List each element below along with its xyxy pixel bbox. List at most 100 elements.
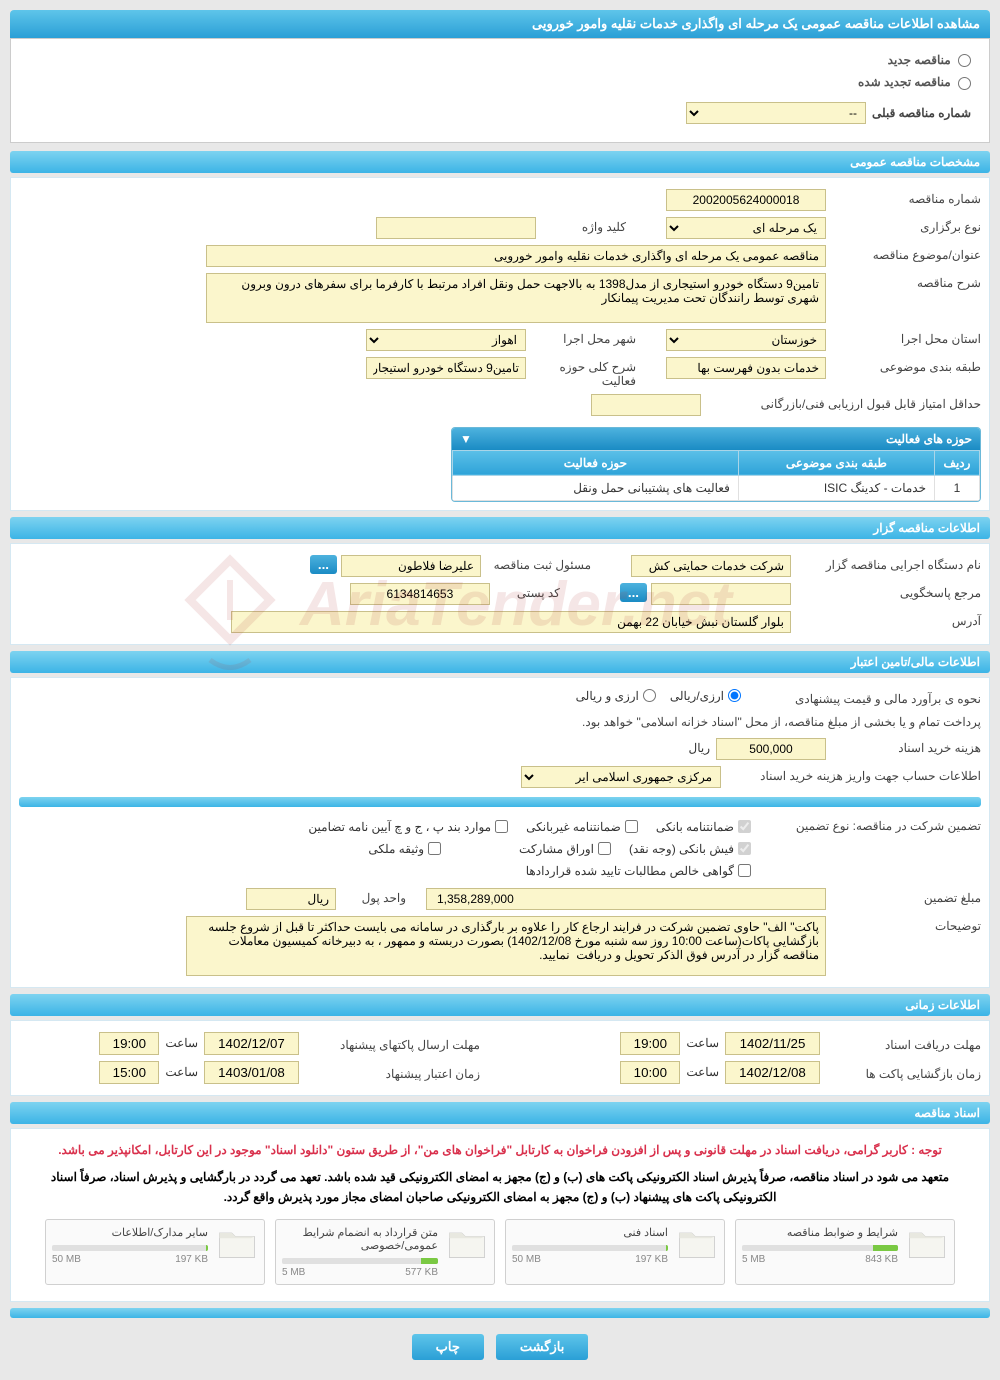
inp-scope[interactable] bbox=[366, 357, 526, 379]
inp-resp[interactable] bbox=[341, 555, 481, 577]
document-card[interactable]: متن قرارداد به انضمام شرایط عمومی/خصوصی … bbox=[275, 1219, 495, 1285]
progress-bar bbox=[52, 1245, 208, 1251]
cell-cat: خدمات - کدینگ ISIC bbox=[738, 475, 934, 500]
cb-nonbank-label: ضمانتنامه غیربانکی bbox=[526, 820, 621, 834]
doc-used: 197 KB bbox=[175, 1254, 208, 1265]
cb-nonbank[interactable] bbox=[625, 820, 638, 833]
sel-tender-type[interactable]: یک مرحله ای bbox=[666, 217, 826, 239]
document-card[interactable]: اسناد فنی 50 MB197 KB bbox=[505, 1219, 725, 1285]
footer-buttons: بازگشت چاپ bbox=[10, 1324, 990, 1370]
inp-address[interactable] bbox=[231, 611, 791, 633]
lbl-open: زمان بازگشایی پاکت ها bbox=[826, 1064, 981, 1081]
cb-cash[interactable] bbox=[738, 842, 751, 855]
section-timing-header: اطلاعات زمانی bbox=[10, 994, 990, 1016]
activity-table: ردیف طبقه بندی موضوعی حوزه فعالیت 1 خدما… bbox=[452, 450, 980, 501]
doc-used: 197 KB bbox=[635, 1254, 668, 1265]
inp-amount[interactable] bbox=[426, 888, 826, 910]
section-tenderer-header: اطلاعات مناقصه گزار bbox=[10, 517, 990, 539]
radio-arz[interactable] bbox=[643, 689, 656, 702]
section-docs: توجه : کاربر گرامی، دریافت اسناد در مهلت… bbox=[10, 1128, 990, 1303]
lbl-hour-1: ساعت bbox=[686, 1036, 719, 1050]
inp-valid-time[interactable] bbox=[99, 1061, 159, 1084]
inp-unit[interactable] bbox=[246, 888, 336, 910]
prev-tender-select[interactable]: -- bbox=[686, 102, 866, 124]
prev-tender-label: شماره مناقصه قبلی bbox=[872, 106, 971, 120]
radio-renewed-tender[interactable] bbox=[958, 77, 971, 90]
inp-category[interactable] bbox=[666, 357, 826, 379]
document-card[interactable]: سایر مدارک/اطلاعات 50 MB197 KB bbox=[45, 1219, 265, 1285]
inp-receive-date[interactable] bbox=[725, 1032, 820, 1055]
lbl-tender-type: نوع برگزاری bbox=[826, 217, 981, 234]
collapse-icon[interactable]: ▼ bbox=[460, 432, 472, 446]
folder-icon bbox=[906, 1226, 948, 1262]
inp-open-date[interactable] bbox=[725, 1061, 820, 1084]
sel-city[interactable]: اهواز bbox=[366, 329, 526, 351]
inp-keyword[interactable] bbox=[376, 217, 536, 239]
print-button[interactable]: چاپ bbox=[412, 1334, 484, 1360]
progress-bar bbox=[512, 1245, 668, 1251]
page-title: مشاهده اطلاعات مناقصه عمومی یک مرحله ای … bbox=[10, 10, 990, 38]
inp-receive-time[interactable] bbox=[620, 1032, 680, 1055]
lbl-category: طبقه بندی موضوعی bbox=[826, 357, 981, 374]
cell-n: 1 bbox=[935, 475, 980, 500]
cb-bank[interactable] bbox=[738, 820, 751, 833]
cb-clauses[interactable] bbox=[495, 820, 508, 833]
cb-cash-label: فیش بانکی (وجه نقد) bbox=[629, 842, 734, 856]
doc-title: شرایط و ضوابط مناقصه bbox=[742, 1226, 898, 1239]
txt-desc[interactable] bbox=[206, 273, 826, 323]
table-row: 1 خدمات - کدینگ ISIC فعالیت های پشتیبانی… bbox=[453, 475, 980, 500]
inp-tender-number[interactable] bbox=[666, 189, 826, 211]
txt-notes[interactable] bbox=[186, 916, 826, 976]
inp-minscore[interactable] bbox=[591, 394, 701, 416]
tender-class-block: مناقصه جدید مناقصه تجدید شده شماره مناقص… bbox=[10, 38, 990, 143]
radio-new-tender[interactable] bbox=[958, 54, 971, 67]
inp-submit-date[interactable] bbox=[204, 1032, 299, 1055]
section-financial: نحوه ی برآورد مالی و قیمت پیشنهادی ارزی/… bbox=[10, 677, 990, 988]
red-notice: توجه : کاربر گرامی، دریافت اسناد در مهلت… bbox=[19, 1137, 981, 1163]
section-tenderer: نام دستگاه اجرایی مناقصه گزار مسئول ثبت … bbox=[10, 543, 990, 645]
cb-clauses-label: موارد بند پ ، ج و چ آیین نامه تضامین bbox=[308, 820, 491, 834]
th-scope: حوزه فعالیت bbox=[453, 450, 739, 475]
inp-submit-time[interactable] bbox=[99, 1032, 159, 1055]
lbl-hour-4: ساعت bbox=[165, 1065, 198, 1079]
lbl-scope: شرح کلی حوزه فعالیت bbox=[526, 357, 636, 388]
sel-account[interactable]: مرکزی جمهوری اسلامی ایر bbox=[521, 766, 721, 788]
doc-max: 5 MB bbox=[742, 1254, 765, 1265]
inp-subject[interactable] bbox=[206, 245, 826, 267]
cb-bonds[interactable] bbox=[598, 842, 611, 855]
sel-province[interactable]: خوزستان bbox=[666, 329, 826, 351]
section-financial-header: اطلاعات مالی/تامین اعتبار bbox=[10, 651, 990, 673]
folder-icon bbox=[676, 1226, 718, 1262]
inp-postal[interactable] bbox=[350, 583, 490, 605]
btn-answer-lookup[interactable]: ... bbox=[620, 583, 647, 602]
doc-max: 50 MB bbox=[52, 1254, 81, 1265]
lbl-city: شهر محل اجرا bbox=[526, 329, 636, 346]
lbl-answer: مرجع پاسخگویی bbox=[791, 583, 981, 600]
radio-rial[interactable] bbox=[728, 689, 741, 702]
fee-unit: ریال bbox=[682, 738, 716, 758]
folder-icon bbox=[446, 1226, 488, 1262]
lbl-minscore: حداقل امتیاز قابل قبول ارزیابی فنی/بازرگ… bbox=[701, 394, 981, 411]
cb-receivables[interactable] bbox=[738, 864, 751, 877]
btn-resp-lookup[interactable]: ... bbox=[310, 555, 337, 574]
cb-property[interactable] bbox=[428, 842, 441, 855]
footer-divider bbox=[10, 1308, 990, 1318]
lbl-postal: کد پستی bbox=[490, 583, 560, 600]
documents-grid: شرایط و ضوابط مناقصه 5 MB843 KB اسناد فن… bbox=[19, 1211, 981, 1293]
lbl-tender-number: شماره مناقصه bbox=[826, 189, 981, 206]
inp-answer[interactable] bbox=[651, 583, 791, 605]
lbl-address: آدرس bbox=[791, 611, 981, 628]
inp-open-time[interactable] bbox=[620, 1061, 680, 1084]
lbl-submit: مهلت ارسال پاکتهای پیشنهاد bbox=[305, 1035, 480, 1052]
back-button[interactable]: بازگشت bbox=[496, 1334, 588, 1360]
lbl-province: استان محل اجرا bbox=[826, 329, 981, 346]
section-timing: مهلت دریافت اسناد ساعت زمان بازگشایی پاک… bbox=[10, 1020, 990, 1096]
inp-valid-date[interactable] bbox=[204, 1061, 299, 1084]
document-card[interactable]: شرایط و ضوابط مناقصه 5 MB843 KB bbox=[735, 1219, 955, 1285]
lbl-resp: مسئول ثبت مناقصه bbox=[481, 555, 591, 572]
inp-org[interactable] bbox=[631, 555, 791, 577]
radio-rial-label: ارزی/ریالی bbox=[670, 689, 724, 703]
doc-title: متن قرارداد به انضمام شرایط عمومی/خصوصی bbox=[282, 1226, 438, 1252]
inp-fee[interactable] bbox=[716, 738, 826, 760]
cb-property-label: وثیقه ملکی bbox=[368, 842, 424, 856]
